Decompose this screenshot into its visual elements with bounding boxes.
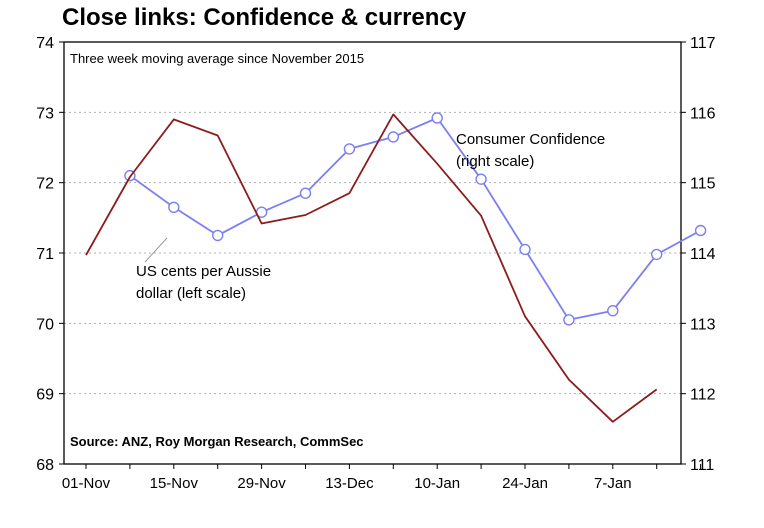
chart-title: Close links: Confidence & currency bbox=[62, 4, 467, 31]
aud-usd-point-8 bbox=[431, 112, 443, 124]
aud-usd-point-6 bbox=[343, 143, 356, 155]
aud-usd-point-3 bbox=[211, 229, 224, 242]
consumer-confidence-annotation-line1: Consumer Confidence bbox=[456, 131, 605, 148]
x-tick-label-6: 7-Jan bbox=[594, 475, 632, 492]
aud-usd-point-5 bbox=[299, 187, 312, 199]
consumer-confidence-annotation-line2: (right scale) bbox=[456, 153, 534, 170]
x-tick-label-0: 01-Nov bbox=[62, 475, 111, 492]
left-tick-label-5: 73 bbox=[36, 105, 54, 122]
right-tick-label-4: 115 bbox=[690, 176, 716, 193]
chart-source: Source: ANZ, Roy Morgan Research, CommSe… bbox=[70, 434, 364, 449]
chart-subtitle: Three week moving average since November… bbox=[70, 51, 364, 66]
aud-annotation-line2: dollar (left scale) bbox=[136, 285, 246, 302]
left-tick-label-4: 72 bbox=[36, 176, 54, 193]
series-layer bbox=[85, 112, 707, 423]
aud-usd-point-7 bbox=[387, 131, 399, 143]
right-tick-label-5: 116 bbox=[690, 105, 716, 122]
x-axis: 01-Nov 15-Nov 29-Nov 13-Dec 10-Jan 24-Jan 7-Ja… bbox=[62, 464, 702, 492]
left-tick-label-1: 69 bbox=[36, 387, 54, 404]
left-tick-label-3: 71 bbox=[36, 246, 54, 263]
series-line-consumer-confidence bbox=[85, 113, 658, 423]
x-tick-label-3: 13-Dec bbox=[325, 475, 374, 492]
series-line-aud-usd bbox=[129, 117, 702, 321]
right-tick-label-0: 111 bbox=[690, 457, 714, 474]
x-tick-label-1: 15-Nov bbox=[150, 475, 199, 492]
x-tick-label-4: 10-Jan bbox=[414, 475, 460, 492]
gridlines bbox=[64, 111, 681, 395]
right-tick-label-6: 117 bbox=[690, 35, 716, 52]
left-tick-label-0: 68 bbox=[36, 457, 54, 474]
plot-frame bbox=[63, 41, 682, 465]
left-axis: 68 69 70 71 72 73 74 bbox=[36, 35, 64, 474]
right-tick-label-1: 112 bbox=[690, 387, 716, 404]
aud-usd-point-2 bbox=[168, 201, 180, 213]
right-tick-label-2: 113 bbox=[690, 316, 716, 333]
left-tick-label-6: 74 bbox=[36, 35, 54, 52]
x-tick-label-2: 29-Nov bbox=[237, 475, 286, 492]
aud-usd-point-14 bbox=[694, 224, 707, 237]
aud-usd-point-11 bbox=[563, 314, 575, 326]
aud-usd-point-13 bbox=[651, 248, 663, 261]
aud-usd-point-9 bbox=[475, 173, 487, 185]
left-tick-label-2: 70 bbox=[36, 316, 54, 333]
aud-usd-point-12 bbox=[607, 304, 619, 317]
right-axis: 111 112 113 114 115 116 117 bbox=[681, 35, 716, 474]
aud-annotation-leader bbox=[144, 237, 168, 263]
x-tick-label-5: 24-Jan bbox=[502, 475, 548, 492]
right-tick-label-3: 114 bbox=[690, 246, 716, 263]
aud-annotation-line1: US cents per Aussie bbox=[136, 263, 271, 280]
aud-usd-point-10 bbox=[519, 243, 531, 256]
